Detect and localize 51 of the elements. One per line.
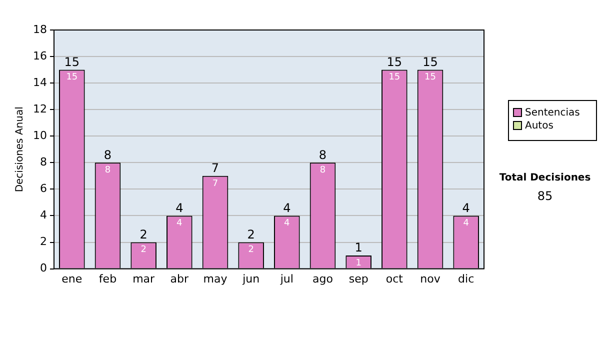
data-label: 15 [388, 72, 400, 83]
x-tick-label: ago [312, 272, 334, 286]
x-tick-label: feb [98, 272, 117, 286]
data-label: 8 [104, 166, 111, 176]
total-label: 2 [140, 227, 148, 242]
y-tick-label: 18 [32, 22, 47, 36]
y-axis-title: Decisiones Anual [14, 106, 26, 192]
text: Total Decisiones [499, 172, 591, 184]
data-label: 4 [176, 218, 183, 229]
data-label: 4 [463, 218, 470, 229]
y-tick-label: 4 [40, 208, 47, 222]
y-tick-label: 0 [40, 262, 47, 275]
data-label: 8 [320, 166, 326, 176]
data-label: 1 [356, 258, 362, 268]
data-label: 15 [66, 72, 78, 83]
y-tick-label: 2 [40, 235, 47, 248]
x-tick-label: dic [458, 272, 474, 286]
total-label: 8 [318, 148, 327, 162]
y-tick-label: 16 [32, 49, 47, 62]
x-tick-label: may [203, 272, 228, 286]
x-tick-label: abr [170, 272, 190, 286]
x-tick-label: oct [386, 272, 404, 286]
y-tick-label: 14 [32, 76, 47, 89]
data-label: 15 [424, 72, 436, 83]
total-label: 1 [354, 240, 362, 255]
y-tick-label: 10 [32, 128, 47, 142]
data-label: 2 [248, 245, 254, 256]
text: 85 [537, 189, 553, 204]
x-tick-label: jun [242, 272, 260, 286]
total-label: 4 [462, 200, 470, 215]
legend-label: Sentencias [525, 108, 580, 119]
total-label: 15 [64, 54, 80, 69]
legend-label: Autos [525, 120, 554, 132]
total-label: 4 [283, 200, 291, 215]
y-tick-label: 6 [40, 182, 47, 196]
total-label: 7 [211, 161, 220, 176]
x-tick-label: nov [420, 272, 441, 286]
data-label: 2 [140, 245, 146, 256]
data-label: 7 [212, 178, 218, 189]
y-tick-label: 8 [40, 156, 47, 169]
total-label: 15 [386, 54, 402, 69]
y-tick-label: 12 [32, 102, 47, 116]
x-tick-label: ene [62, 272, 82, 286]
total-label: 8 [104, 148, 112, 162]
total-label: 15 [422, 54, 438, 69]
total-label: 4 [176, 200, 184, 215]
x-tick-label: sep [348, 272, 368, 286]
x-tick-label: mar [132, 272, 156, 286]
data-label: 4 [284, 218, 290, 229]
total-label: 2 [247, 227, 255, 242]
x-tick-label: jul [279, 272, 294, 286]
